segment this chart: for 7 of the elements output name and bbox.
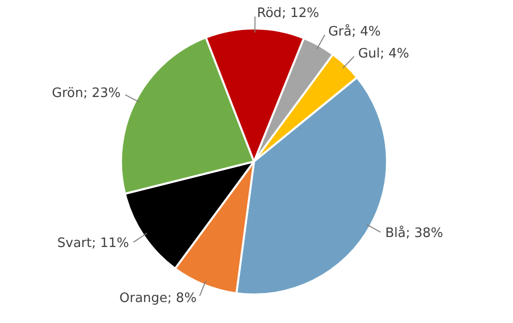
slice-label: Svart; 11% (57, 236, 130, 252)
slice-label: Grön; 23% (52, 86, 121, 101)
slice-label: Orange; 8% (119, 291, 197, 306)
slice-label: Blå; 38% (385, 225, 444, 242)
slice-label: Röd; 12% (257, 6, 320, 21)
slice-label: Grå; 4% (328, 24, 381, 40)
slice-label: Gul; 4% (358, 46, 410, 62)
